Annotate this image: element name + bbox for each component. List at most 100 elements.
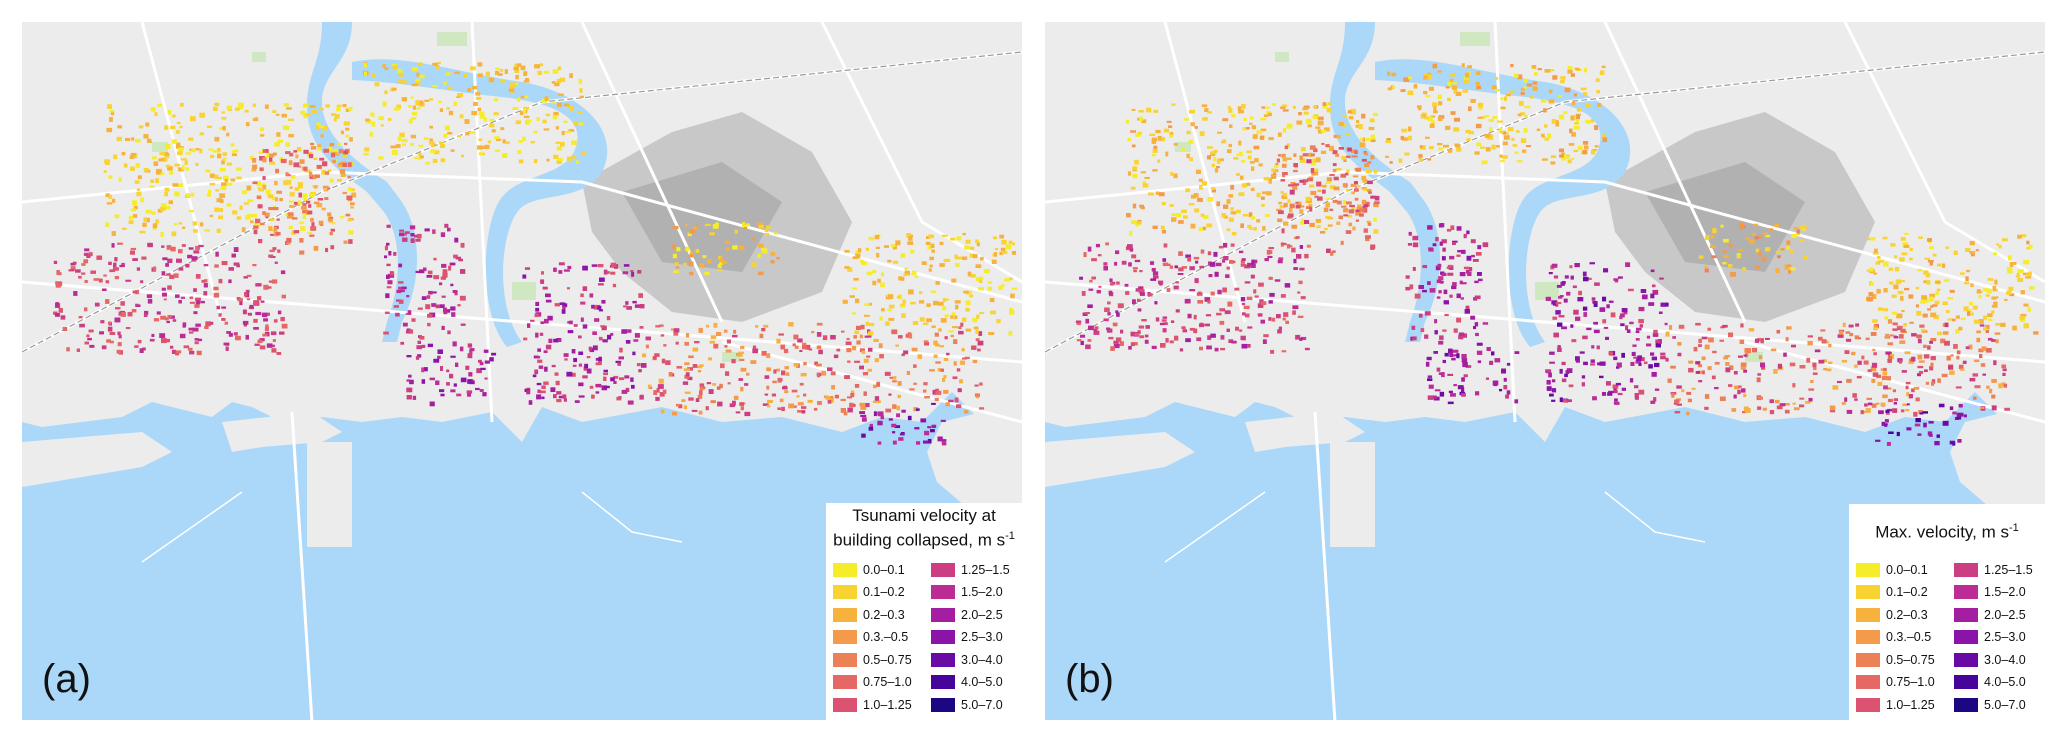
building <box>1242 336 1246 341</box>
building <box>305 200 311 204</box>
building <box>1712 350 1717 354</box>
building <box>558 270 563 274</box>
building <box>1436 296 1441 299</box>
building <box>421 344 426 348</box>
building <box>861 350 866 354</box>
building <box>1317 129 1322 132</box>
building <box>1354 150 1358 154</box>
building <box>1326 107 1332 113</box>
building <box>1421 112 1427 116</box>
legend-swatch <box>1954 697 1978 712</box>
building <box>447 330 451 335</box>
building <box>854 384 860 388</box>
building <box>2012 261 2017 265</box>
building <box>1514 151 1519 154</box>
building <box>286 237 292 243</box>
building <box>1404 152 1410 156</box>
building <box>571 155 577 159</box>
building <box>264 212 270 217</box>
building <box>1454 117 1460 122</box>
building <box>145 122 150 127</box>
building <box>1671 393 1675 398</box>
building <box>178 167 184 172</box>
building <box>1556 284 1562 288</box>
building <box>978 276 984 280</box>
building <box>310 217 314 222</box>
building <box>1249 160 1255 164</box>
building <box>1942 263 1946 268</box>
building <box>267 194 274 199</box>
building <box>287 216 293 219</box>
building <box>136 191 142 197</box>
building <box>895 344 899 347</box>
building <box>1755 248 1760 253</box>
building <box>1722 262 1727 265</box>
building <box>1564 373 1568 378</box>
building <box>1994 279 1998 285</box>
building <box>897 381 902 386</box>
building <box>1107 301 1111 305</box>
building <box>1464 309 1470 314</box>
building <box>1373 202 1379 208</box>
building <box>1248 212 1253 218</box>
building <box>1887 398 1893 403</box>
building <box>1549 69 1555 72</box>
building <box>1551 379 1556 383</box>
building <box>1799 365 1806 369</box>
building <box>716 332 722 336</box>
building <box>2020 290 2025 295</box>
building <box>1462 89 1468 93</box>
building <box>1545 296 1551 301</box>
building <box>952 326 958 329</box>
building <box>1217 131 1222 134</box>
building <box>671 411 677 416</box>
building <box>1343 208 1349 213</box>
building <box>1433 110 1438 114</box>
building <box>523 115 530 118</box>
building <box>1745 348 1751 354</box>
building <box>83 252 89 256</box>
building <box>930 429 935 433</box>
building <box>209 173 215 178</box>
building <box>1226 199 1231 204</box>
building <box>881 308 885 312</box>
building <box>223 175 229 181</box>
building <box>699 383 705 387</box>
building <box>1177 273 1184 275</box>
building <box>1447 264 1453 268</box>
building <box>255 218 261 224</box>
building <box>931 402 936 405</box>
building <box>1677 352 1682 357</box>
building <box>1341 205 1347 208</box>
building <box>1998 383 2003 389</box>
building <box>1838 330 1844 335</box>
building <box>1998 244 2002 249</box>
building <box>397 136 402 142</box>
building <box>1223 256 1229 260</box>
building <box>1823 368 1828 371</box>
building <box>1233 157 1239 160</box>
building <box>192 327 199 332</box>
building <box>1282 109 1289 112</box>
building <box>378 116 384 120</box>
building <box>1938 403 1945 408</box>
building <box>460 242 465 248</box>
building <box>1326 177 1333 182</box>
building <box>159 152 166 155</box>
building <box>178 249 183 254</box>
building <box>771 393 776 397</box>
building <box>1614 389 1618 394</box>
building <box>437 62 441 65</box>
building <box>699 364 704 367</box>
building <box>557 338 562 342</box>
building <box>271 196 276 201</box>
building <box>1163 322 1168 325</box>
building <box>1216 201 1221 207</box>
building <box>1602 137 1608 143</box>
building <box>1553 332 1559 338</box>
building <box>660 334 665 337</box>
building <box>221 182 227 186</box>
building <box>847 407 853 413</box>
building <box>1462 362 1468 368</box>
building <box>246 185 252 191</box>
